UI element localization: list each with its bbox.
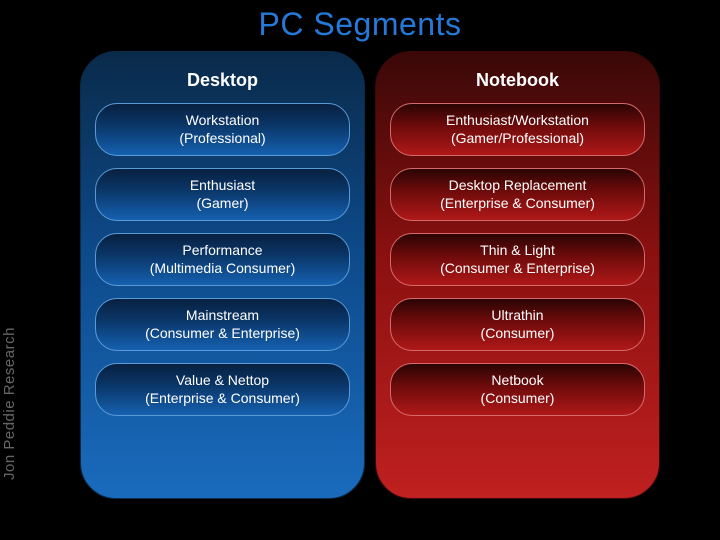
segment-desktop-mainstream: Mainstream (Consumer & Enterprise) [95, 298, 350, 351]
segment-notebook-enthusiast-workstation: Enthusiast/Workstation (Gamer/Profession… [390, 103, 645, 156]
segment-label: Thin & Light [399, 242, 636, 260]
segment-desktop-workstation: Workstation (Professional) [95, 103, 350, 156]
segment-sublabel: (Enterprise & Consumer) [104, 390, 341, 408]
segment-sublabel: (Consumer) [399, 325, 636, 343]
segment-sublabel: (Enterprise & Consumer) [399, 195, 636, 213]
segment-label: Value & Nettop [104, 372, 341, 390]
segment-sublabel: (Gamer/Professional) [399, 130, 636, 148]
segment-label: Desktop Replacement [399, 177, 636, 195]
segment-notebook-thin-light: Thin & Light (Consumer & Enterprise) [390, 233, 645, 286]
segment-label: Performance [104, 242, 341, 260]
segment-label: Enthusiast [104, 177, 341, 195]
segment-label: Workstation [104, 112, 341, 130]
segment-desktop-enthusiast: Enthusiast (Gamer) [95, 168, 350, 221]
segment-label: Mainstream [104, 307, 341, 325]
columns-wrap: Desktop Workstation (Professional) Enthu… [0, 43, 720, 499]
segment-notebook-ultrathin: Ultrathin (Consumer) [390, 298, 645, 351]
segment-desktop-value: Value & Nettop (Enterprise & Consumer) [95, 363, 350, 416]
panel-header-desktop: Desktop [95, 64, 350, 103]
segment-label: Netbook [399, 372, 636, 390]
segment-sublabel: (Consumer & Enterprise) [399, 260, 636, 278]
segment-label: Enthusiast/Workstation [399, 112, 636, 130]
page-title: PC Segments [0, 0, 720, 43]
segment-sublabel: (Consumer) [399, 390, 636, 408]
segment-desktop-performance: Performance (Multimedia Consumer) [95, 233, 350, 286]
segment-sublabel: (Multimedia Consumer) [104, 260, 341, 278]
panel-desktop: Desktop Workstation (Professional) Enthu… [80, 51, 365, 499]
segment-label: Ultrathin [399, 307, 636, 325]
panel-notebook: Notebook Enthusiast/Workstation (Gamer/P… [375, 51, 660, 499]
watermark-text: Jon Peddie Research [1, 327, 18, 480]
segment-notebook-netbook: Netbook (Consumer) [390, 363, 645, 416]
segment-sublabel: (Professional) [104, 130, 341, 148]
panel-header-notebook: Notebook [390, 64, 645, 103]
segment-sublabel: (Gamer) [104, 195, 341, 213]
segment-notebook-desktop-replacement: Desktop Replacement (Enterprise & Consum… [390, 168, 645, 221]
segment-sublabel: (Consumer & Enterprise) [104, 325, 341, 343]
